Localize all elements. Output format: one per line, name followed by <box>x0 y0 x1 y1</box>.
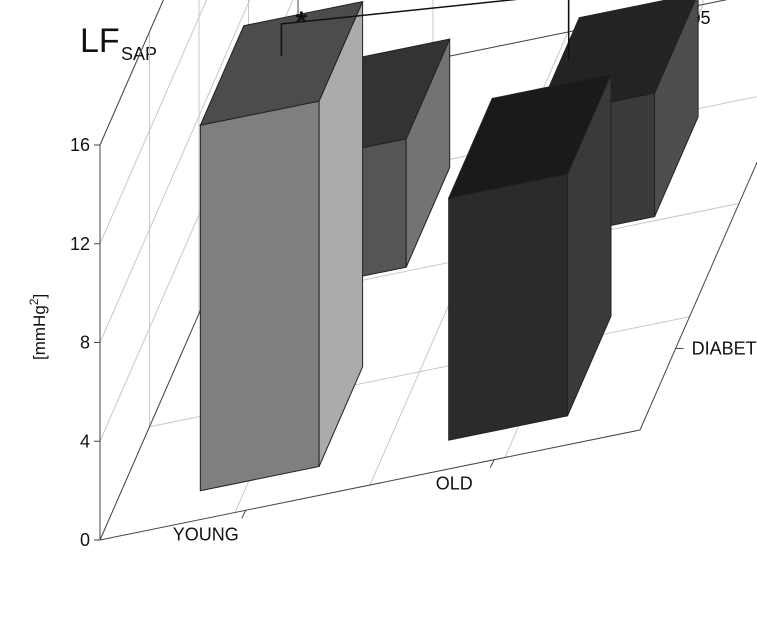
bar-layer <box>199 0 699 492</box>
axis-frame-line <box>639 161 757 431</box>
bar-top-face <box>199 0 364 126</box>
series-label: DIABETES 1 <box>692 338 757 358</box>
y-tick-label: 8 <box>80 333 90 353</box>
y-tick-label: 16 <box>70 135 90 155</box>
x-tick-mark <box>241 510 247 519</box>
chart-title: LF <box>80 22 120 60</box>
y-tick-label: 4 <box>80 431 90 451</box>
bar-young-diabetes-1 <box>199 0 364 492</box>
chart-title-subscript: SAP <box>121 44 157 64</box>
category-label: OLD <box>436 474 473 494</box>
y-tick-label: 0 <box>80 530 90 550</box>
axis-frame-line <box>99 429 641 541</box>
y-tick-label: 12 <box>70 234 90 254</box>
bar-front-face <box>199 100 320 492</box>
significance-bracket <box>280 0 570 60</box>
bar-front-face <box>448 173 568 441</box>
category-label: YOUNG <box>173 524 239 544</box>
bar-top-face <box>447 73 612 199</box>
y-axis-label: [mmHg2] <box>27 294 49 360</box>
bar-old-diabetes-1 <box>447 73 612 441</box>
x-tick-mark <box>489 459 495 468</box>
axis-frame-line <box>99 0 164 146</box>
significance-asterisk: * <box>295 6 307 39</box>
bar-side-face <box>654 0 699 217</box>
